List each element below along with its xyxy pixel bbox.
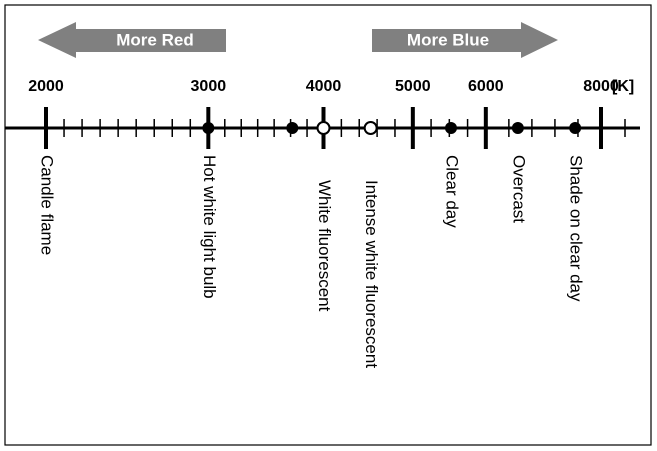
frame xyxy=(4,4,652,446)
arrow-left xyxy=(38,22,226,58)
point-label: Clear day xyxy=(443,155,462,228)
tick-label: 3000 xyxy=(191,78,227,95)
point-label: Intense white fluorescent xyxy=(362,180,381,368)
point-marker xyxy=(444,122,457,134)
unit-label: [K] xyxy=(612,78,634,95)
point-label: White fluorescent xyxy=(315,180,334,312)
point-label: Hot white light bulb xyxy=(200,155,219,299)
point-label: Candle flame xyxy=(38,155,57,255)
point-marker xyxy=(569,122,582,134)
arrow-label: More Red xyxy=(116,30,193,49)
point-marker xyxy=(363,121,378,135)
arrow-right xyxy=(372,22,558,58)
point-marker xyxy=(511,122,524,134)
tick-label: 8000 xyxy=(583,78,619,95)
point-marker xyxy=(316,121,331,135)
tick-label: 2000 xyxy=(28,78,64,95)
point-label: Overcast xyxy=(509,155,528,223)
arrow-label: More Blue xyxy=(407,30,489,49)
point-label: Shade on clear day xyxy=(567,155,586,302)
tick-label: 5000 xyxy=(395,78,431,95)
tick-label: 6000 xyxy=(468,78,504,95)
point-marker xyxy=(202,122,215,134)
tick-label: 4000 xyxy=(306,78,342,95)
point-marker xyxy=(286,122,299,134)
